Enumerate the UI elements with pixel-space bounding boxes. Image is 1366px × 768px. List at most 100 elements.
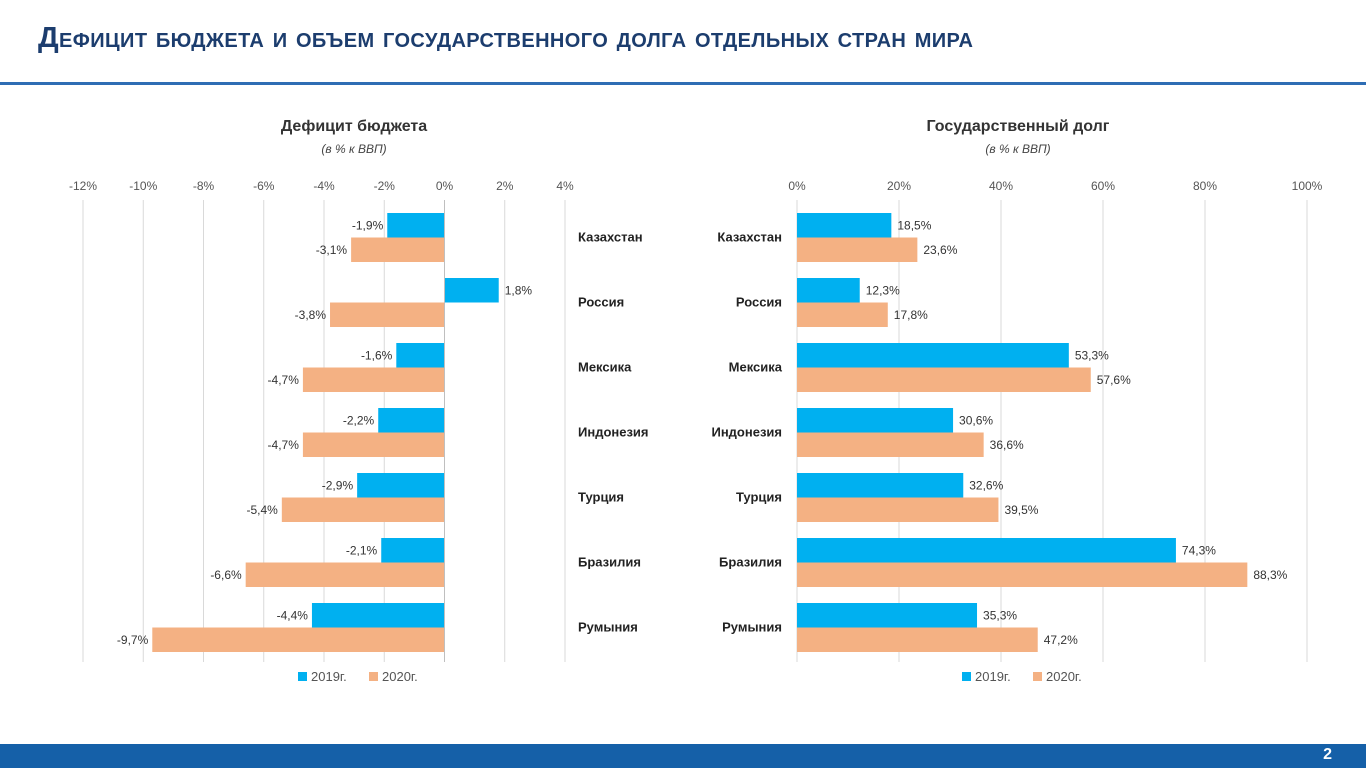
deficit-chart-title: Дефицит бюджета xyxy=(280,118,428,135)
deficit-bar-2019 xyxy=(311,603,445,628)
deficit-category-label: Турция xyxy=(578,490,624,505)
deficit-data-label: -4,7% xyxy=(268,438,300,452)
debt-category-label: Россия xyxy=(736,295,782,310)
title-divider xyxy=(0,82,1366,85)
deficit-data-label: -1,6% xyxy=(361,348,393,362)
deficit-data-label: -2,1% xyxy=(346,543,378,557)
debt-data-label: 88,3% xyxy=(1253,568,1287,582)
debt-category-label: Турция xyxy=(736,490,782,505)
debt-data-label: 74,3% xyxy=(1182,543,1216,557)
deficit-tick-label: 0% xyxy=(436,179,454,193)
debt-bar-2020 xyxy=(797,562,1248,587)
debt-data-label: 39,5% xyxy=(1004,503,1038,517)
debt-legend-swatch xyxy=(1033,672,1042,681)
charts-canvas: -12% -10% -8% -6% -4% -2% 0% 2% 4% Казахстан Росси… xyxy=(69,179,1323,684)
debt-tick-label: 80% xyxy=(1193,179,1217,193)
debt-chart-subtitle: (в % к ВВП) xyxy=(985,142,1051,156)
debt-bar-2019 xyxy=(797,343,1069,368)
deficit-tick-label: -8% xyxy=(193,179,215,193)
deficit-category-label: Индонезия xyxy=(578,425,649,440)
debt-tick-label: 40% xyxy=(989,179,1013,193)
debt-data-label: 17,8% xyxy=(894,308,928,322)
debt-data-label: 57,6% xyxy=(1097,373,1131,387)
deficit-legend-swatch xyxy=(369,672,378,681)
deficit-bar-2019 xyxy=(357,473,445,498)
debt-tick-label: 0% xyxy=(788,179,806,193)
deficit-bar-2019 xyxy=(381,538,445,563)
deficit-data-label: -5,4% xyxy=(246,503,278,517)
deficit-data-label: -4,4% xyxy=(277,608,309,622)
deficit-tick-label: -6% xyxy=(253,179,275,193)
debt-bar-2020 xyxy=(797,627,1038,652)
deficit-bar-2020 xyxy=(281,497,445,522)
debt-bar-2020 xyxy=(797,302,888,327)
debt-data-label: 18,5% xyxy=(897,218,931,232)
deficit-chart-subtitle: (в % к ВВП) xyxy=(321,142,387,156)
deficit-tick-label: 2% xyxy=(496,179,514,193)
debt-bar-2019 xyxy=(797,213,892,238)
debt-data-label: 32,6% xyxy=(969,478,1003,492)
debt-category-label: Казахстан xyxy=(717,230,782,245)
debt-data-label: 53,3% xyxy=(1075,348,1109,362)
debt-data-label: 12,3% xyxy=(866,283,900,297)
deficit-tick-label: -2% xyxy=(374,179,396,193)
deficit-legend-label: 2020г. xyxy=(382,669,418,684)
deficit-data-label: -1,9% xyxy=(352,218,384,232)
debt-category-label: Румыния xyxy=(722,620,782,635)
deficit-bar-2020 xyxy=(302,432,445,457)
deficit-bar-2019 xyxy=(387,213,445,238)
deficit-data-label: -3,1% xyxy=(316,243,348,257)
deficit-legend-label: 2019г. xyxy=(311,669,347,684)
debt-data-label: 30,6% xyxy=(959,413,993,427)
debt-data-label: 36,6% xyxy=(990,438,1024,452)
debt-category-label: Мексика xyxy=(729,360,783,375)
deficit-bar-2020 xyxy=(245,562,445,587)
deficit-category-label: Мексика xyxy=(578,360,632,375)
debt-bar-2019 xyxy=(797,603,978,628)
debt-bar-2020 xyxy=(797,367,1091,392)
deficit-data-label: 1,8% xyxy=(505,283,533,297)
deficit-data-label: -3,8% xyxy=(295,308,327,322)
deficit-bar-2020 xyxy=(302,367,445,392)
deficit-data-label: -2,9% xyxy=(322,478,354,492)
deficit-data-label: -4,7% xyxy=(268,373,300,387)
debt-bar-2019 xyxy=(797,473,964,498)
debt-legend-label: 2019г. xyxy=(975,669,1011,684)
page-number: 2 xyxy=(1323,746,1332,763)
deficit-category-label: Казахстан xyxy=(578,230,643,245)
deficit-category-label: Бразилия xyxy=(578,555,641,570)
debt-legend-swatch xyxy=(962,672,971,681)
debt-data-label: 23,6% xyxy=(923,243,957,257)
debt-bar-2020 xyxy=(797,432,984,457)
deficit-category-label: Румыния xyxy=(578,620,638,635)
deficit-bar-2020 xyxy=(152,627,445,652)
deficit-tick-label: -10% xyxy=(129,179,157,193)
debt-chart-title: Государственный долг xyxy=(926,118,1110,135)
debt-category-label: Бразилия xyxy=(719,555,782,570)
debt-tick-label: 60% xyxy=(1091,179,1115,193)
deficit-tick-label: 4% xyxy=(556,179,574,193)
deficit-data-label: -6,6% xyxy=(210,568,242,582)
debt-data-label: 47,2% xyxy=(1044,633,1078,647)
deficit-bar-2020 xyxy=(351,237,445,262)
debt-bar-2019 xyxy=(797,408,954,433)
deficit-bar-2019 xyxy=(378,408,445,433)
debt-bar-2019 xyxy=(797,278,860,303)
debt-legend-label: 2020г. xyxy=(1046,669,1082,684)
deficit-category-label: Россия xyxy=(578,295,624,310)
deficit-tick-label: -4% xyxy=(313,179,335,193)
deficit-tick-label: -12% xyxy=(69,179,97,193)
debt-category-label: Индонезия xyxy=(711,425,782,440)
deficit-bar-2019 xyxy=(444,278,499,303)
debt-bar-2020 xyxy=(797,237,918,262)
slide-title: Дефицит бюджета и объем государственного… xyxy=(38,22,974,54)
debt-bar-2020 xyxy=(797,497,999,522)
debt-bar-2019 xyxy=(797,538,1176,563)
deficit-legend-swatch xyxy=(298,672,307,681)
debt-tick-label: 20% xyxy=(887,179,911,193)
deficit-bar-2020 xyxy=(330,302,445,327)
footer-bar: 2 xyxy=(0,744,1366,768)
deficit-data-label: -2,2% xyxy=(343,413,375,427)
debt-data-label: 35,3% xyxy=(983,608,1017,622)
deficit-bar-2019 xyxy=(396,343,445,368)
